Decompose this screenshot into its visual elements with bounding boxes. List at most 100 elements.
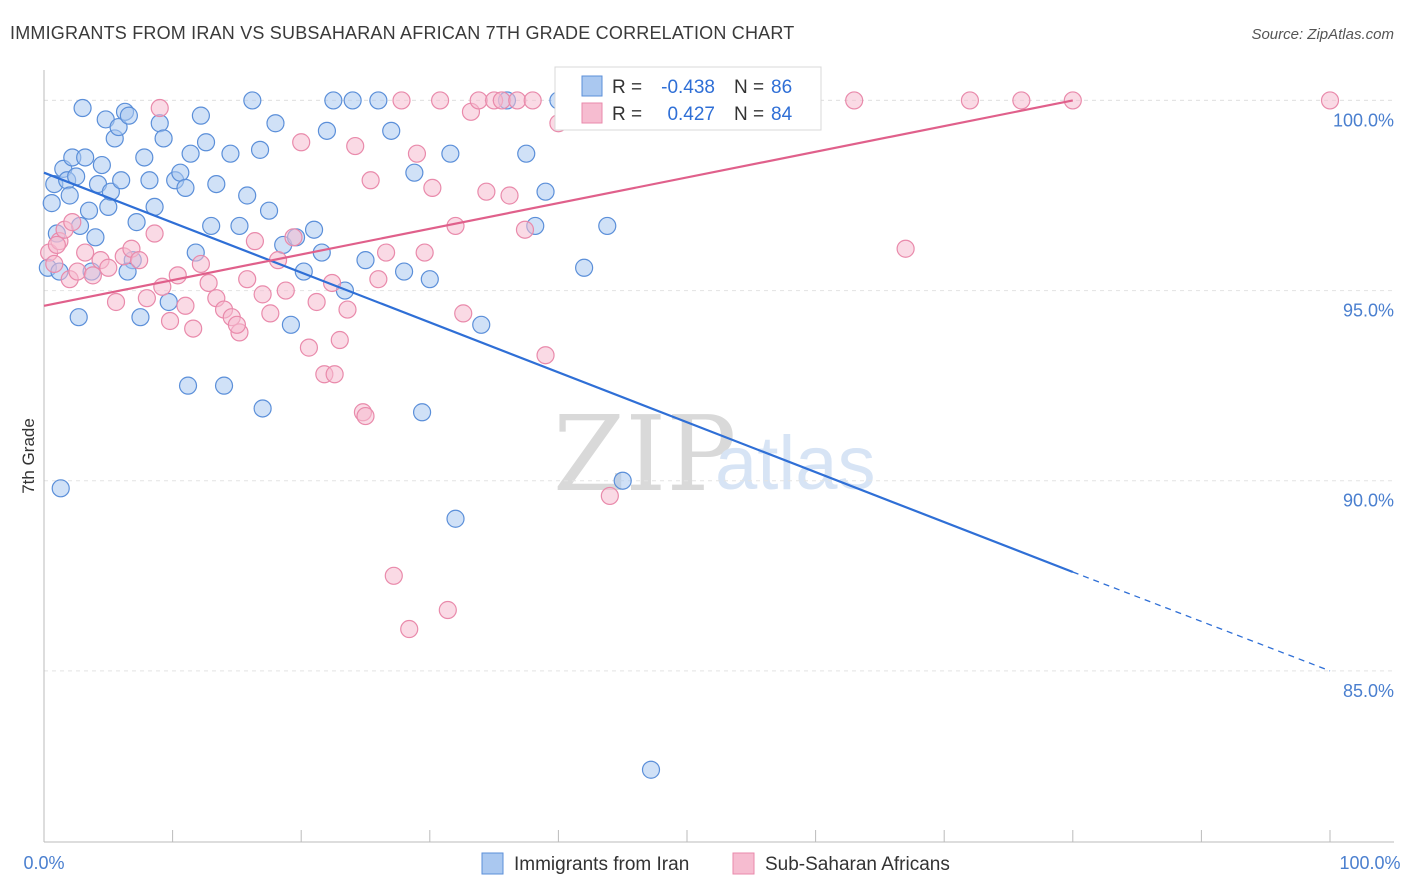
point-iran-48	[243, 91, 262, 110]
point-subsaharan-43	[361, 171, 380, 190]
point-iran-29	[135, 148, 154, 167]
point-iran-50	[259, 201, 279, 220]
point-iran-64	[382, 121, 401, 140]
point-subsaharan-58	[477, 182, 496, 201]
series-legend: Immigrants from Iran Sub-Saharan African…	[481, 852, 950, 875]
x-axis-ticks	[43, 830, 1331, 842]
point-subsaharan-9	[99, 258, 118, 277]
point-subsaharan-80	[150, 98, 169, 118]
point-subsaharan-81	[227, 315, 246, 334]
point-iran-47	[238, 186, 257, 205]
y-tick-label-95: 95.0%	[1343, 301, 1394, 321]
legend-swatch-iran	[481, 852, 504, 875]
point-subsaharan-51	[423, 178, 442, 197]
point-iran-53	[281, 315, 301, 334]
legend-label-iran: Immigrants from Iran	[514, 854, 689, 875]
point-subsaharan-83	[356, 406, 375, 426]
point-subsaharan-63	[515, 220, 535, 239]
point-subsaharan-35	[299, 338, 319, 357]
y-tick-label-100: 100.0%	[1333, 110, 1394, 130]
point-subsaharan-17	[160, 311, 180, 331]
point-subsaharan-10	[106, 292, 126, 312]
stats-legend: R = -0.438 N = 86 R = 0.427 N = 84	[554, 66, 822, 131]
point-subsaharan-47	[392, 91, 411, 110]
point-subsaharan-45	[376, 243, 396, 262]
point-subsaharan-52	[430, 91, 450, 110]
point-subsaharan-1	[45, 254, 64, 274]
point-subsaharan-72	[845, 91, 864, 110]
point-iran-67	[412, 403, 432, 422]
point-iran-81	[51, 479, 70, 498]
point-iran-66	[405, 163, 424, 182]
stats-legend-swatch-iran	[581, 75, 603, 97]
stats-r-value-subsaharan: 0.427	[667, 104, 715, 125]
point-iran-59	[324, 91, 343, 110]
point-iran-51	[266, 114, 285, 133]
grid-lines	[44, 99, 1394, 672]
point-subsaharan-20	[184, 319, 203, 338]
y-tick-label-90: 90.0%	[1343, 491, 1394, 511]
point-iran-77	[575, 258, 594, 277]
point-subsaharan-65	[536, 346, 555, 365]
point-iran-70	[446, 509, 465, 528]
point-iran-84	[178, 376, 198, 395]
point-iran-78	[598, 216, 617, 236]
point-iran-22	[109, 117, 128, 137]
point-iran-17	[92, 155, 111, 175]
point-iran-43	[207, 174, 226, 194]
point-subsaharan-5	[68, 262, 87, 281]
point-subsaharan-32	[276, 281, 295, 300]
stats-legend-swatch-subsaharan	[581, 102, 603, 124]
y-axis-label: 7th Grade	[19, 418, 38, 494]
point-iran-28	[131, 308, 150, 327]
point-iran-30	[140, 171, 159, 190]
point-subsaharan-6	[76, 243, 95, 262]
point-iran-1	[42, 194, 61, 213]
point-iran-13	[79, 201, 99, 220]
trend-line-iran	[43, 171, 1074, 574]
point-subsaharan-19	[176, 296, 195, 315]
trend-line-subsaharan	[43, 99, 1074, 307]
point-subsaharan-49	[407, 144, 427, 163]
point-subsaharan-21	[191, 254, 210, 274]
point-subsaharan-79	[63, 213, 82, 232]
point-iran-27	[127, 213, 146, 232]
point-iran-15	[86, 228, 105, 247]
point-subsaharan-50	[415, 243, 434, 262]
stats-n-value-iran: 86	[771, 77, 792, 98]
stats-r-value-iran: -0.438	[661, 77, 715, 98]
point-iran-41	[196, 133, 216, 152]
point-iran-61	[343, 91, 362, 110]
point-subsaharan-44	[369, 270, 388, 289]
point-subsaharan-40	[338, 300, 357, 319]
x-tick-label-max: 100.0%	[1339, 853, 1400, 873]
point-iran-7	[60, 186, 79, 205]
point-subsaharan-29	[253, 285, 272, 304]
point-iran-80	[641, 760, 661, 779]
point-iran-23	[112, 171, 131, 190]
series-subsaharan-points	[40, 91, 1340, 639]
point-iran-38	[181, 144, 200, 163]
point-iran-63	[369, 91, 388, 110]
point-subsaharan-60	[492, 91, 511, 110]
point-iran-69	[441, 144, 460, 163]
point-iran-45	[221, 144, 240, 163]
point-subsaharan-13	[130, 251, 149, 270]
point-subsaharan-82	[325, 365, 344, 384]
point-iran-73	[517, 144, 536, 163]
point-iran-37	[176, 178, 195, 197]
point-iran-46	[230, 216, 249, 236]
chart-title: IMMIGRANTS FROM IRAN VS SUBSAHARAN AFRIC…	[10, 23, 794, 43]
y-tick-labels: 85.0% 90.0% 95.0% 100.0%	[1333, 110, 1394, 700]
legend-swatch-subsaharan	[732, 852, 755, 875]
point-iran-12	[76, 148, 95, 167]
y-tick-label-85: 85.0%	[1343, 681, 1394, 701]
point-subsaharan-28	[245, 232, 265, 251]
point-subsaharan-73	[896, 239, 915, 258]
point-subsaharan-36	[307, 292, 326, 312]
trend-line-iran-extension	[1072, 571, 1331, 672]
point-subsaharan-22	[199, 273, 218, 293]
point-subsaharan-74	[960, 91, 980, 110]
point-iran-85	[253, 399, 272, 418]
point-subsaharan-78	[47, 235, 66, 255]
